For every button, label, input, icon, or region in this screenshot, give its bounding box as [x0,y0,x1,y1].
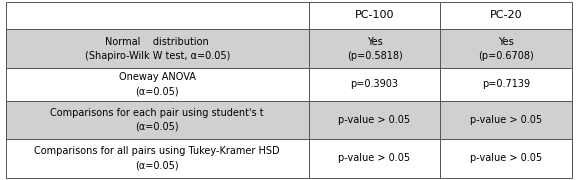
Text: Yes
(p=0.6708): Yes (p=0.6708) [479,37,534,60]
Text: p=0.7139: p=0.7139 [482,79,530,89]
Bar [440,2,572,29]
Bar [6,139,309,178]
Text: Oneway ANOVA
(α=0.05): Oneway ANOVA (α=0.05) [119,72,196,96]
Bar [309,68,440,101]
Text: p-value > 0.05: p-value > 0.05 [339,153,410,163]
Text: p-value > 0.05: p-value > 0.05 [470,114,542,125]
Text: Comparisons for each pair using student's t
(α=0.05): Comparisons for each pair using student'… [50,107,264,132]
Bar [440,29,572,68]
Text: Normal    distribution
(Shapiro-Wilk W test, α=0.05): Normal distribution (Shapiro-Wilk W test… [84,37,230,60]
Bar [309,2,440,29]
Bar [6,29,309,68]
Text: Comparisons for all pairs using Tukey-Kramer HSD
(α=0.05): Comparisons for all pairs using Tukey-Kr… [35,146,280,170]
Bar [440,101,572,139]
Bar [309,29,440,68]
Text: PC-20: PC-20 [490,10,523,21]
Bar [440,139,572,178]
Text: PC-100: PC-100 [355,10,394,21]
Text: p-value > 0.05: p-value > 0.05 [470,153,542,163]
Text: p-value > 0.05: p-value > 0.05 [339,114,410,125]
Bar [440,68,572,101]
Bar [6,68,309,101]
Text: p=0.3903: p=0.3903 [350,79,399,89]
Text: Yes
(p=0.5818): Yes (p=0.5818) [347,37,402,60]
Bar [6,2,309,29]
Bar [309,139,440,178]
Bar [6,101,309,139]
Bar [309,101,440,139]
